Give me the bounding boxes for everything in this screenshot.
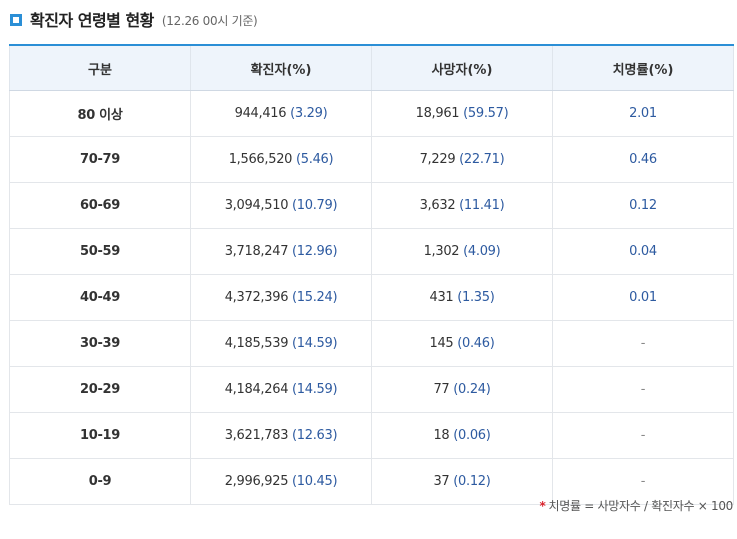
- deaths-cell: 18,961 (59.57): [371, 90, 553, 137]
- table-row: 50-59 3,718,247 (12.96) 1,302 (4.09) 0.04: [9, 228, 734, 275]
- table-header: 구분 확진자(%) 사망자(%) 치명률(%): [9, 44, 734, 91]
- age-group-cell: 20-29: [9, 366, 191, 413]
- age-group-cell: 80 이상: [9, 90, 191, 137]
- table-body: 80 이상 944,416 (3.29) 18,961 (59.57) 2.01 70-…: [9, 90, 734, 505]
- cases-cell: 944,416 (3.29): [190, 90, 372, 137]
- fatality-rate-cell: -: [552, 320, 734, 367]
- fatality-rate-cell: 2.01: [552, 90, 734, 137]
- footnote: * 치명률 = 사망자수 / 확진자수 × 100: [539, 497, 734, 514]
- section-header: 확진자 연령별 현황 (12.26 00시 기준): [10, 6, 258, 32]
- table-row: 0-9 2,996,925 (10.45) 37 (0.12) -: [9, 458, 734, 505]
- deaths-count: 1,302: [423, 244, 460, 259]
- age-group-cell: 0-9: [9, 458, 191, 505]
- deaths-cell: 77 (0.24): [371, 366, 553, 413]
- square-bullet-icon: [10, 13, 22, 26]
- age-group-cell: 70-79: [9, 136, 191, 183]
- deaths-percent: (0.06): [453, 428, 491, 443]
- age-group-cell: 30-39: [9, 320, 191, 367]
- column-header-cases: 확진자(%): [190, 44, 372, 91]
- cases-count: 4,372,396: [224, 290, 289, 305]
- deaths-count: 18,961: [415, 106, 460, 121]
- deaths-cell: 1,302 (4.09): [371, 228, 553, 275]
- table-row: 80 이상 944,416 (3.29) 18,961 (59.57) 2.01: [9, 90, 734, 137]
- deaths-percent: (0.46): [457, 336, 495, 351]
- reference-time: (12.26 00시 기준): [161, 14, 258, 28]
- cases-percent: (10.79): [292, 198, 338, 213]
- table-row: 20-29 4,184,264 (14.59) 77 (0.24) -: [9, 366, 734, 413]
- deaths-percent: (11.41): [459, 198, 505, 213]
- deaths-count: 7,229: [419, 152, 456, 167]
- cases-cell: 2,996,925 (10.45): [190, 458, 372, 505]
- deaths-count: 77: [433, 382, 450, 397]
- deaths-cell: 145 (0.46): [371, 320, 553, 367]
- deaths-percent: (0.24): [453, 382, 491, 397]
- deaths-cell: 37 (0.12): [371, 458, 553, 505]
- fatality-rate-cell: 0.12: [552, 182, 734, 229]
- cases-cell: 4,184,264 (14.59): [190, 366, 372, 413]
- column-header-fatality: 치명률(%): [552, 44, 734, 91]
- cases-count: 3,621,783: [224, 428, 289, 443]
- fatality-rate-cell: -: [552, 458, 734, 505]
- fatality-rate-cell: -: [552, 366, 734, 413]
- table-row: 40-49 4,372,396 (15.24) 431 (1.35) 0.01: [9, 274, 734, 321]
- deaths-percent: (59.57): [463, 106, 509, 121]
- table-row: 60-69 3,094,510 (10.79) 3,632 (11.41) 0.12: [9, 182, 734, 229]
- age-group-cell: 10-19: [9, 412, 191, 459]
- age-group-cell: 40-49: [9, 274, 191, 321]
- header-row: 구분 확진자(%) 사망자(%) 치명률(%): [9, 44, 734, 91]
- footnote-text: 치명률 = 사망자수 / 확진자수 × 100: [548, 499, 734, 513]
- fatality-rate-cell: -: [552, 412, 734, 459]
- deaths-cell: 3,632 (11.41): [371, 182, 553, 229]
- age-group-cell: 50-59: [9, 228, 191, 275]
- deaths-cell: 18 (0.06): [371, 412, 553, 459]
- cases-percent: (14.59): [292, 382, 338, 397]
- age-status-table: 구분 확진자(%) 사망자(%) 치명률(%) 80 이상 944,416 (3.…: [9, 44, 734, 505]
- cases-count: 2,996,925: [224, 474, 289, 489]
- column-header-group: 구분: [9, 44, 191, 91]
- cases-percent: (12.96): [292, 244, 338, 259]
- cases-percent: (10.45): [292, 474, 338, 489]
- deaths-count: 145: [429, 336, 454, 351]
- cases-count: 4,184,264: [224, 382, 289, 397]
- cases-cell: 3,718,247 (12.96): [190, 228, 372, 275]
- footnote-marker: *: [539, 499, 546, 513]
- cases-percent: (5.46): [296, 152, 334, 167]
- cases-count: 3,718,247: [224, 244, 289, 259]
- cases-count: 3,094,510: [224, 198, 289, 213]
- fatality-rate-cell: 0.01: [552, 274, 734, 321]
- deaths-percent: (4.09): [463, 244, 501, 259]
- cases-count: 1,566,520: [228, 152, 293, 167]
- table-row: 10-19 3,621,783 (12.63) 18 (0.06) -: [9, 412, 734, 459]
- fatality-rate-cell: 0.04: [552, 228, 734, 275]
- cases-cell: 4,185,539 (14.59): [190, 320, 372, 367]
- deaths-count: 3,632: [419, 198, 456, 213]
- cases-count: 4,185,539: [224, 336, 289, 351]
- column-header-deaths: 사망자(%): [371, 44, 553, 91]
- cases-cell: 3,094,510 (10.79): [190, 182, 372, 229]
- fatality-rate-cell: 0.46: [552, 136, 734, 183]
- age-group-cell: 60-69: [9, 182, 191, 229]
- deaths-percent: (22.71): [459, 152, 505, 167]
- deaths-cell: 7,229 (22.71): [371, 136, 553, 183]
- deaths-percent: (1.35): [457, 290, 495, 305]
- cases-percent: (12.63): [292, 428, 338, 443]
- cases-percent: (15.24): [292, 290, 338, 305]
- cases-cell: 3,621,783 (12.63): [190, 412, 372, 459]
- deaths-percent: (0.12): [453, 474, 491, 489]
- deaths-count: 431: [429, 290, 454, 305]
- deaths-cell: 431 (1.35): [371, 274, 553, 321]
- cases-cell: 4,372,396 (15.24): [190, 274, 372, 321]
- table-row: 30-39 4,185,539 (14.59) 145 (0.46) -: [9, 320, 734, 367]
- page-title: 확진자 연령별 현황: [30, 11, 154, 30]
- cases-cell: 1,566,520 (5.46): [190, 136, 372, 183]
- cases-percent: (14.59): [292, 336, 338, 351]
- cases-count: 944,416: [234, 106, 287, 121]
- table-row: 70-79 1,566,520 (5.46) 7,229 (22.71) 0.46: [9, 136, 734, 183]
- cases-percent: (3.29): [290, 106, 328, 121]
- deaths-count: 37: [433, 474, 450, 489]
- deaths-count: 18: [433, 428, 450, 443]
